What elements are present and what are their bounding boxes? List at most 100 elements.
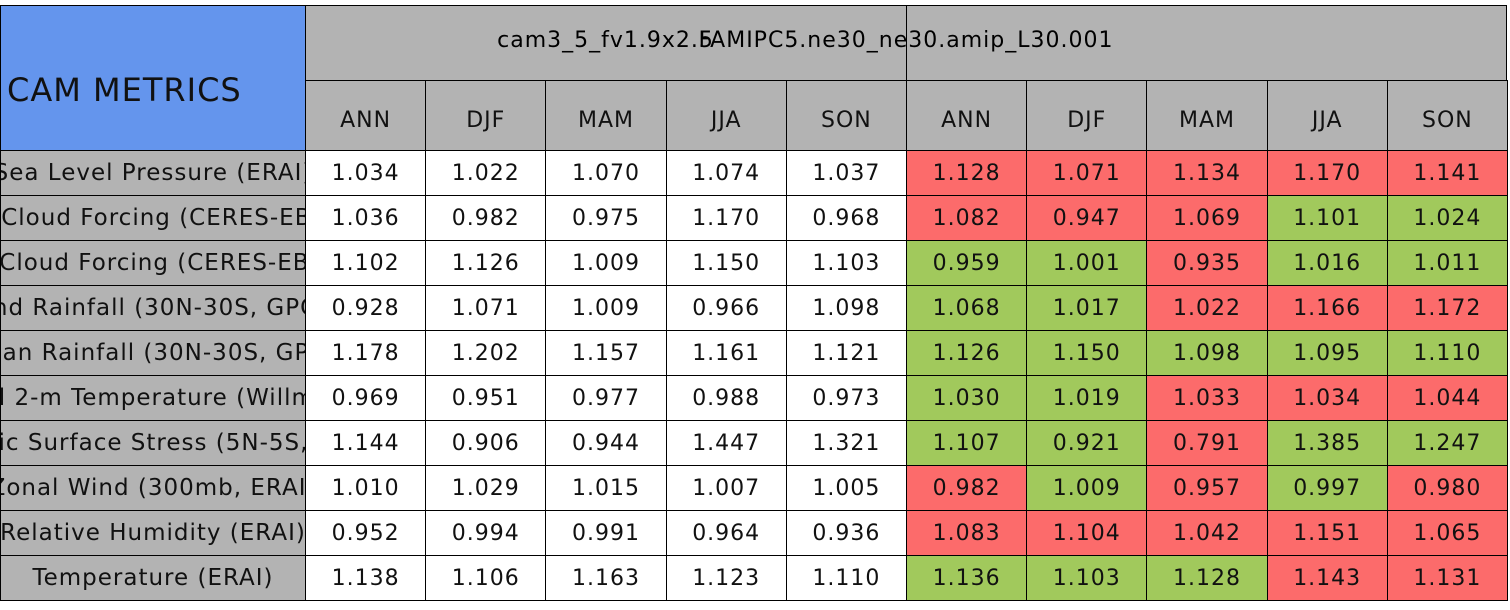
value-cell: 1.019: [1026, 375, 1148, 421]
value-cell: 1.151: [1266, 510, 1388, 556]
value-cell: 1.107: [906, 420, 1028, 466]
value-cell: 1.022: [1146, 285, 1268, 331]
value-cell: 0.791: [1146, 420, 1268, 466]
value-cell: 1.143: [1266, 555, 1388, 601]
season-header: DJF: [1026, 80, 1148, 151]
value-cell: 1.126: [906, 330, 1028, 376]
row-label: Ocean Rainfall (30N-30S, GPCP): [0, 330, 306, 376]
value-cell: 0.982: [906, 465, 1028, 511]
value-cell: 1.163: [545, 555, 667, 601]
season-header: SON: [1386, 80, 1508, 151]
value-cell: 1.247: [1386, 420, 1508, 466]
season-header: ANN: [305, 80, 427, 151]
row-label: Pacific Surface Stress (5N-5S,ERS): [0, 420, 306, 466]
row-label: LW Cloud Forcing (CERES-EBAF): [0, 240, 306, 286]
value-cell: 0.906: [425, 420, 547, 466]
value-cell: 1.001: [1026, 240, 1148, 286]
value-cell: 1.083: [906, 510, 1028, 556]
value-cell: 1.082: [906, 195, 1028, 241]
value-cell: 1.126: [425, 240, 547, 286]
season-header: JJA: [1266, 80, 1388, 151]
value-cell: 0.997: [1266, 465, 1388, 511]
value-cell: 0.935: [1146, 240, 1268, 286]
value-cell: 1.036: [305, 195, 427, 241]
value-cell: 0.994: [425, 510, 547, 556]
value-cell: 1.011: [1386, 240, 1508, 286]
value-cell: 1.166: [1266, 285, 1388, 331]
row-label: SW Cloud Forcing (CERES-EBAF): [0, 195, 306, 241]
value-cell: 1.447: [665, 420, 787, 466]
value-cell: 1.074: [665, 150, 787, 196]
value-cell: 1.098: [1146, 330, 1268, 376]
season-header: ANN: [906, 80, 1028, 151]
value-cell: 1.102: [305, 240, 427, 286]
value-cell: 1.101: [1266, 195, 1388, 241]
season-header: MAM: [545, 80, 667, 151]
value-cell: 0.988: [665, 375, 787, 421]
value-cell: 1.065: [1386, 510, 1508, 556]
value-cell: 1.150: [1026, 330, 1148, 376]
value-cell: 1.134: [1146, 150, 1268, 196]
value-cell: 1.069: [1146, 195, 1268, 241]
value-cell: 1.042: [1146, 510, 1268, 556]
value-cell: 0.969: [305, 375, 427, 421]
value-cell: 1.022: [425, 150, 547, 196]
value-cell: 1.103: [1026, 555, 1148, 601]
value-cell: 1.037: [785, 150, 907, 196]
value-cell: 1.009: [545, 285, 667, 331]
value-cell: 1.157: [545, 330, 667, 376]
value-cell: 1.110: [1386, 330, 1508, 376]
value-cell: 1.010: [305, 465, 427, 511]
value-cell: 1.170: [665, 195, 787, 241]
value-cell: 1.128: [1146, 555, 1268, 601]
value-cell: 1.071: [1026, 150, 1148, 196]
value-cell: 1.136: [906, 555, 1028, 601]
value-cell: 1.110: [785, 555, 907, 601]
value-cell: 1.070: [545, 150, 667, 196]
value-cell: 1.030: [906, 375, 1028, 421]
value-cell: 1.009: [545, 240, 667, 286]
row-label: Land Rainfall (30N-30S, GPCP): [0, 285, 306, 331]
value-cell: 1.172: [1386, 285, 1508, 331]
season-header: JJA: [665, 80, 787, 151]
value-cell: 0.936: [785, 510, 907, 556]
value-cell: 1.144: [305, 420, 427, 466]
row-label: Sea Level Pressure (ERAI): [0, 150, 306, 196]
season-header: DJF: [425, 80, 547, 151]
value-cell: 0.977: [545, 375, 667, 421]
group-title: cam3_5_fv1.9x2.5: [497, 28, 714, 53]
value-cell: 0.952: [305, 510, 427, 556]
value-cell: 0.957: [1146, 465, 1268, 511]
value-cell: 1.071: [425, 285, 547, 331]
row-label: Relative Humidity (ERAI): [0, 510, 306, 556]
value-cell: 1.017: [1026, 285, 1148, 331]
value-cell: 1.034: [1266, 375, 1388, 421]
value-cell: 1.121: [785, 330, 907, 376]
value-cell: 1.016: [1266, 240, 1388, 286]
value-cell: 0.973: [785, 375, 907, 421]
value-cell: 0.966: [665, 285, 787, 331]
corner-header: CAM METRICS: [0, 5, 306, 151]
value-cell: 1.170: [1266, 150, 1388, 196]
value-cell: 1.141: [1386, 150, 1508, 196]
value-cell: 1.321: [785, 420, 907, 466]
value-cell: 0.951: [425, 375, 547, 421]
value-cell: 1.178: [305, 330, 427, 376]
value-cell: 1.106: [425, 555, 547, 601]
value-cell: 0.947: [1026, 195, 1148, 241]
value-cell: 0.928: [305, 285, 427, 331]
value-cell: 1.007: [665, 465, 787, 511]
group-divider: [906, 5, 907, 81]
value-cell: 0.968: [785, 195, 907, 241]
value-cell: 1.138: [305, 555, 427, 601]
row-label: Temperature (ERAI): [0, 555, 306, 601]
value-cell: 1.044: [1386, 375, 1508, 421]
value-cell: 0.980: [1386, 465, 1508, 511]
value-cell: 0.921: [1026, 420, 1148, 466]
group-title: FAMIPC5.ne30_ne30.amip_L30.001: [698, 28, 1114, 53]
season-header: MAM: [1146, 80, 1268, 151]
row-label: Zonal Wind (300mb, ERAI): [0, 465, 306, 511]
value-cell: 1.068: [906, 285, 1028, 331]
row-label: Land 2-m Temperature (Willmott): [0, 375, 306, 421]
